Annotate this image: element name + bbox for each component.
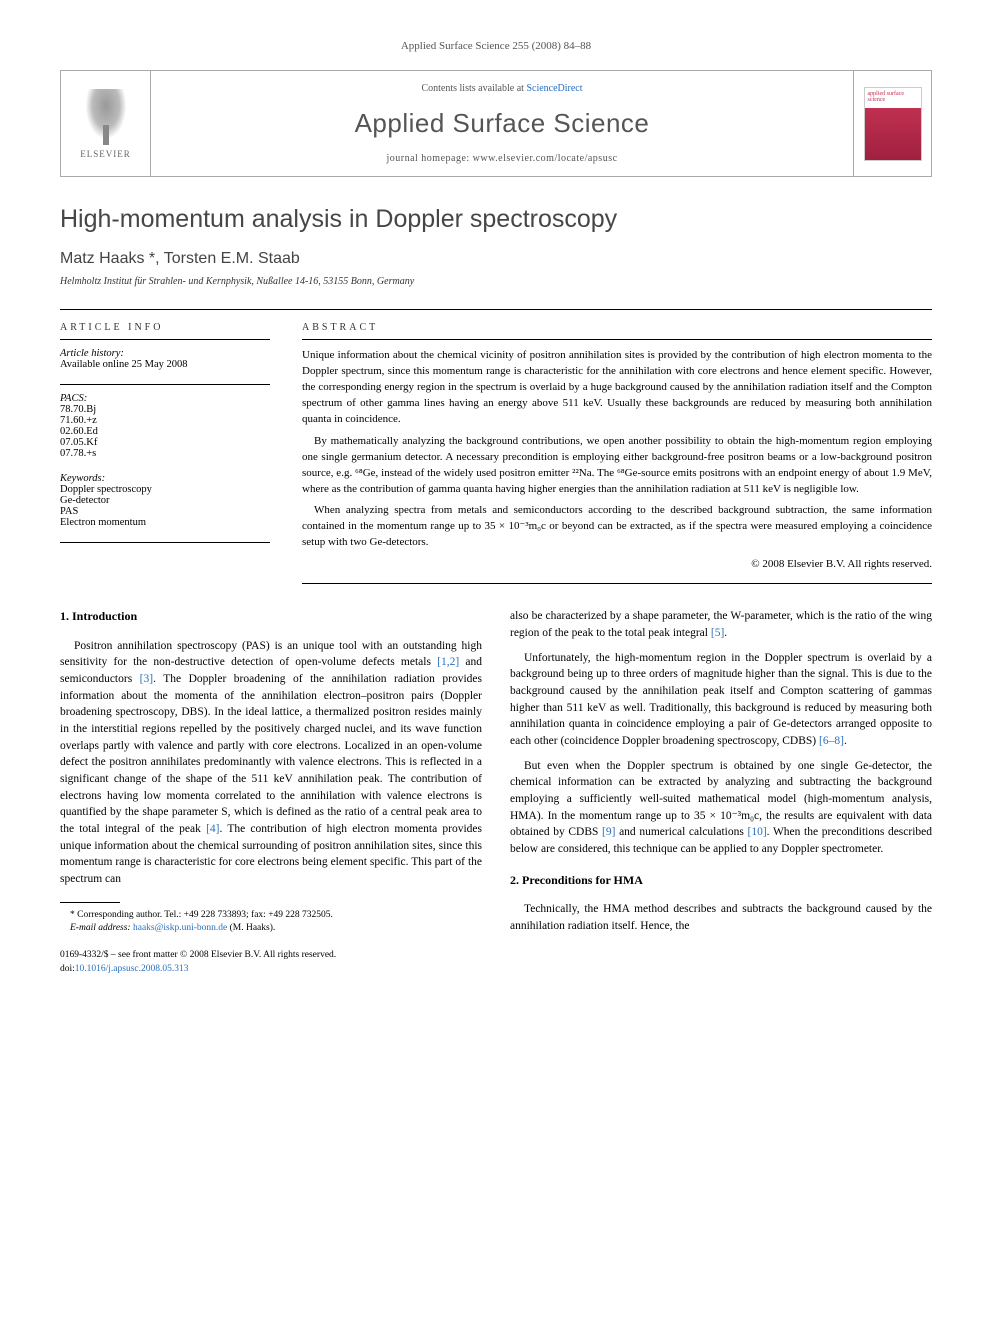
sciencedirect-link[interactable]: ScienceDirect bbox=[526, 83, 582, 94]
left-column: 1. Introduction Positron annihilation sp… bbox=[60, 608, 482, 976]
divider bbox=[302, 339, 932, 340]
citation-link[interactable]: [4] bbox=[206, 823, 219, 835]
abstract-column: ABSTRACT Unique information about the ch… bbox=[302, 322, 932, 584]
divider bbox=[60, 339, 270, 340]
doi-link[interactable]: 10.1016/j.apsusc.2008.05.313 bbox=[75, 964, 189, 974]
body-text: Unfortunately, the high-momentum region … bbox=[510, 652, 932, 747]
article-title: High-momentum analysis in Doppler spectr… bbox=[60, 205, 932, 234]
keyword: PAS bbox=[60, 506, 270, 517]
body-paragraph: Technically, the HMA method describes an… bbox=[510, 901, 932, 934]
email-suffix: (M. Haaks). bbox=[227, 923, 275, 933]
front-matter-meta: 0169-4332/$ – see front matter © 2008 El… bbox=[60, 949, 482, 976]
body-two-column: 1. Introduction Positron annihilation sp… bbox=[60, 608, 932, 976]
pacs-code: 71.60.+z bbox=[60, 415, 270, 426]
abstract-heading: ABSTRACT bbox=[302, 322, 932, 333]
body-text: Positron annihilation spectroscopy (PAS)… bbox=[60, 640, 482, 669]
journal-reference: Applied Surface Science 255 (2008) 84–88 bbox=[60, 40, 932, 52]
body-text: and numerical calculations bbox=[615, 826, 747, 838]
keyword: Electron momentum bbox=[60, 517, 270, 528]
elsevier-logo: ELSEVIER bbox=[80, 89, 131, 159]
section-heading: 1. Introduction bbox=[60, 608, 482, 625]
right-column: also be characterized by a shape paramet… bbox=[510, 608, 932, 976]
email-link[interactable]: haaks@iskp.uni-bonn.de bbox=[133, 923, 227, 933]
header-center: Contents lists available at ScienceDirec… bbox=[151, 71, 853, 176]
body-paragraph: also be characterized by a shape paramet… bbox=[510, 608, 932, 641]
abstract-text: Unique information about the chemical vi… bbox=[302, 348, 932, 573]
keyword: Ge-detector bbox=[60, 495, 270, 506]
citation-link[interactable]: [3] bbox=[140, 673, 153, 685]
pacs-code: 07.05.Kf bbox=[60, 437, 270, 448]
citation-link[interactable]: [9] bbox=[602, 826, 615, 838]
journal-cover-thumbnail: applied surface science bbox=[864, 87, 922, 161]
body-paragraph: Positron annihilation spectroscopy (PAS)… bbox=[60, 638, 482, 888]
body-text: . bbox=[844, 735, 847, 747]
abstract-paragraph: Unique information about the chemical vi… bbox=[302, 348, 932, 428]
pacs-label: PACS: bbox=[60, 393, 270, 404]
abstract-paragraph: When analyzing spectra from metals and s… bbox=[302, 503, 932, 551]
elsevier-tree-icon bbox=[82, 89, 130, 145]
publisher-logo-cell: ELSEVIER bbox=[61, 71, 151, 176]
corresponding-author-footnote: * Corresponding author. Tel.: +49 228 73… bbox=[60, 909, 482, 922]
pacs-code: 78.70.Bj bbox=[60, 404, 270, 415]
citation-link[interactable]: [5] bbox=[711, 627, 724, 639]
keywords-label: Keywords: bbox=[60, 473, 270, 484]
affiliation: Helmholtz Institut für Strahlen- und Ker… bbox=[60, 276, 932, 287]
citation-link[interactable]: [1,2] bbox=[437, 656, 459, 668]
issn-copyright-line: 0169-4332/$ – see front matter © 2008 El… bbox=[60, 949, 482, 962]
contents-prefix: Contents lists available at bbox=[421, 83, 526, 94]
divider bbox=[302, 583, 932, 584]
abstract-paragraph: By mathematically analyzing the backgrou… bbox=[302, 434, 932, 498]
pacs-code: 07.78.+s bbox=[60, 448, 270, 459]
footnote-divider bbox=[60, 902, 120, 903]
article-info-heading: ARTICLE INFO bbox=[60, 322, 270, 333]
keywords-block: Keywords: Doppler spectroscopy Ge-detect… bbox=[60, 473, 270, 528]
article-history-block: Article history: Available online 25 May… bbox=[60, 348, 270, 370]
cover-thumbnail-cell: applied surface science bbox=[853, 71, 931, 176]
email-footnote: E-mail address: haaks@iskp.uni-bonn.de (… bbox=[60, 922, 482, 935]
body-text: . bbox=[724, 627, 727, 639]
citation-link[interactable]: [10] bbox=[747, 826, 766, 838]
keyword: Doppler spectroscopy bbox=[60, 484, 270, 495]
body-paragraph: Unfortunately, the high-momentum region … bbox=[510, 650, 932, 750]
email-label: E-mail address: bbox=[70, 923, 133, 933]
contents-available-line: Contents lists available at ScienceDirec… bbox=[163, 83, 841, 94]
pacs-code: 02.60.Ed bbox=[60, 426, 270, 437]
author-list: Matz Haaks *, Torsten E.M. Staab bbox=[60, 250, 932, 268]
divider bbox=[60, 309, 932, 310]
history-label: Article history: bbox=[60, 348, 270, 359]
history-value: Available online 25 May 2008 bbox=[60, 359, 270, 370]
journal-name: Applied Surface Science bbox=[163, 108, 841, 139]
journal-header: ELSEVIER Contents lists available at Sci… bbox=[60, 70, 932, 177]
pacs-block: PACS: 78.70.Bj 71.60.+z 02.60.Ed 07.05.K… bbox=[60, 393, 270, 459]
divider bbox=[60, 384, 270, 385]
citation-link[interactable]: [6–8] bbox=[819, 735, 844, 747]
body-paragraph: But even when the Doppler spectrum is ob… bbox=[510, 758, 932, 858]
copyright-line: © 2008 Elsevier B.V. All rights reserved… bbox=[302, 557, 932, 573]
publisher-name: ELSEVIER bbox=[80, 149, 131, 159]
section-heading: 2. Preconditions for HMA bbox=[510, 872, 932, 889]
doi-prefix: doi: bbox=[60, 964, 75, 974]
divider bbox=[60, 542, 270, 543]
journal-homepage: journal homepage: www.elsevier.com/locat… bbox=[163, 153, 841, 164]
article-info-column: ARTICLE INFO Article history: Available … bbox=[60, 322, 270, 584]
body-text: . The Doppler broadening of the annihila… bbox=[60, 673, 482, 835]
doi-line: doi:10.1016/j.apsusc.2008.05.313 bbox=[60, 963, 482, 976]
